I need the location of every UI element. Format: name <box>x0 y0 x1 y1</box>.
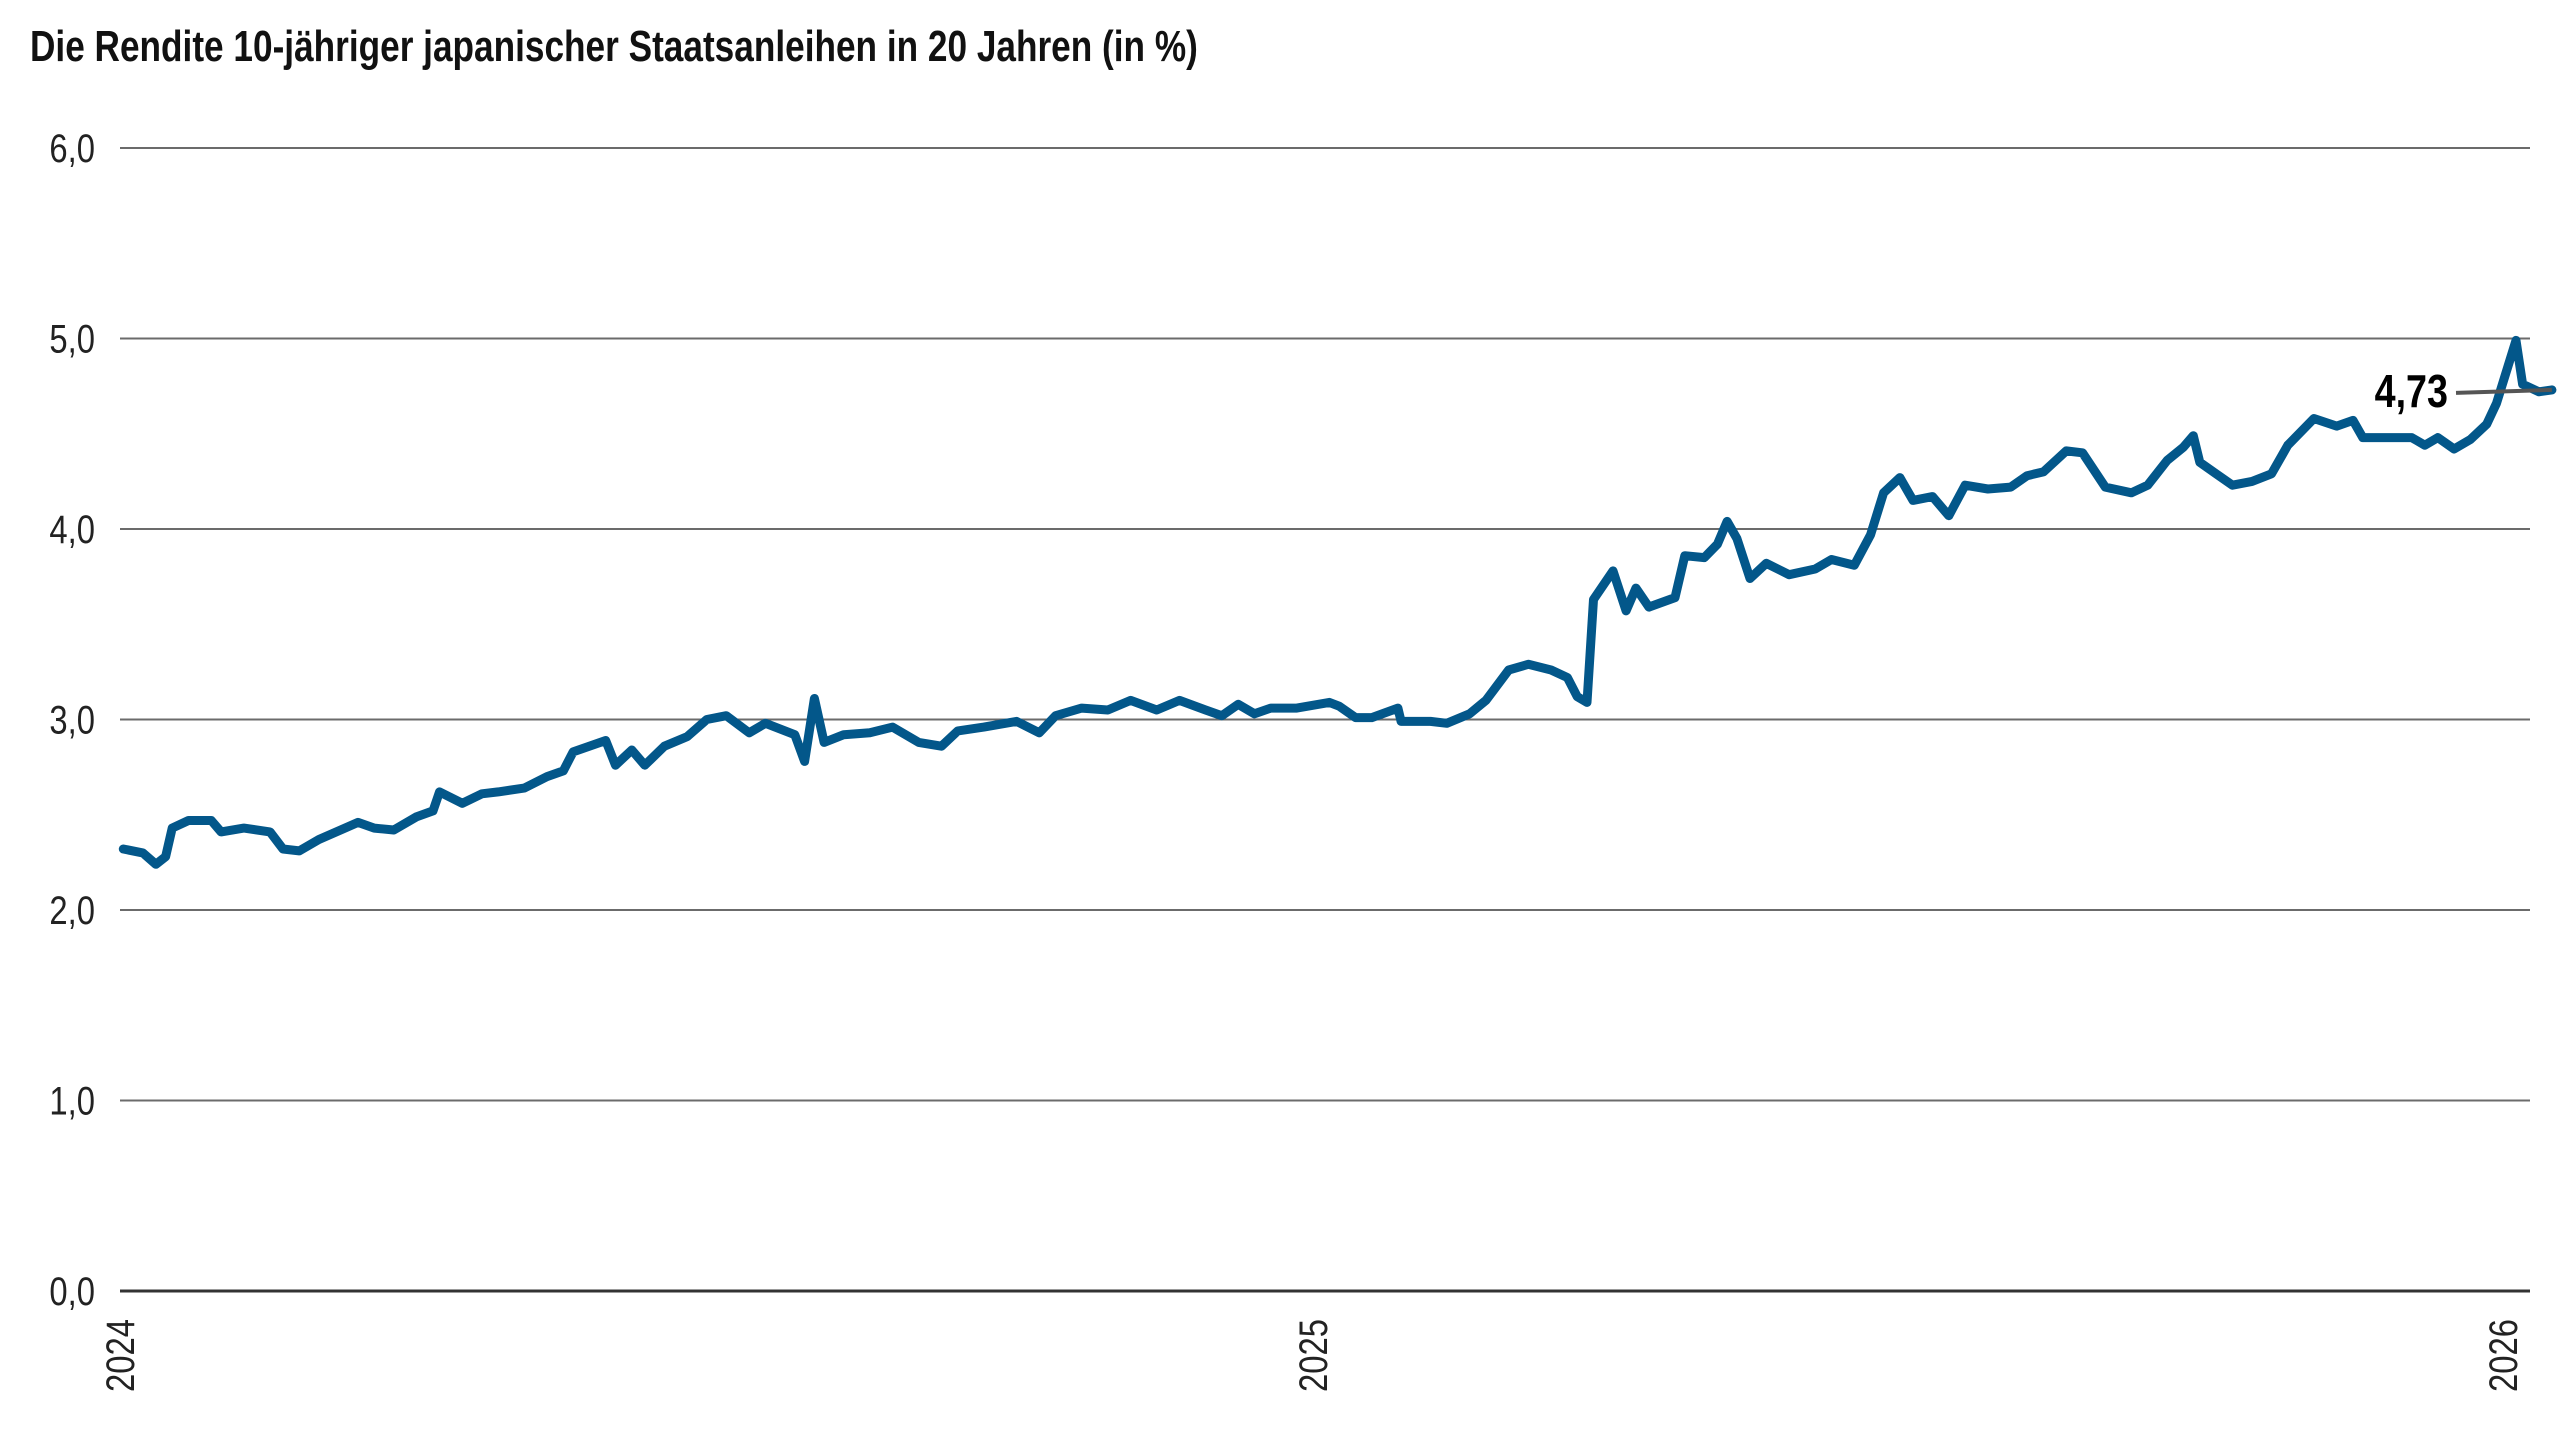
y-tick-label: 0,0 <box>49 1269 95 1314</box>
y-tick-label: 5,0 <box>49 316 95 361</box>
annotation-label: 4,73 <box>2375 365 2448 416</box>
annotation-leader-line <box>2455 387 2552 395</box>
x-tick-label: 2026 <box>2481 1319 2526 1392</box>
gridlines <box>120 147 2530 1293</box>
chart-title: Die Rendite 10-jähriger japanischer Staa… <box>30 22 1198 71</box>
series-layer <box>118 335 2557 869</box>
y-axis-ticks: 0,0 1,0 2,0 3,0 4,0 5,0 6,0 <box>49 126 95 1314</box>
x-tick-label: 2025 <box>1291 1319 1336 1392</box>
annotation: 4,73 <box>2375 365 2552 417</box>
y-tick-label: 2,0 <box>49 888 95 933</box>
x-axis-ticks: 2024 2025 2026 <box>98 1319 2526 1392</box>
yield-line <box>118 335 2557 869</box>
y-tick-label: 1,0 <box>49 1078 95 1123</box>
y-tick-label: 3,0 <box>49 697 95 742</box>
x-tick-label: 2024 <box>98 1319 143 1392</box>
y-tick-label: 6,0 <box>49 126 95 171</box>
y-tick-label: 4,0 <box>49 507 95 552</box>
